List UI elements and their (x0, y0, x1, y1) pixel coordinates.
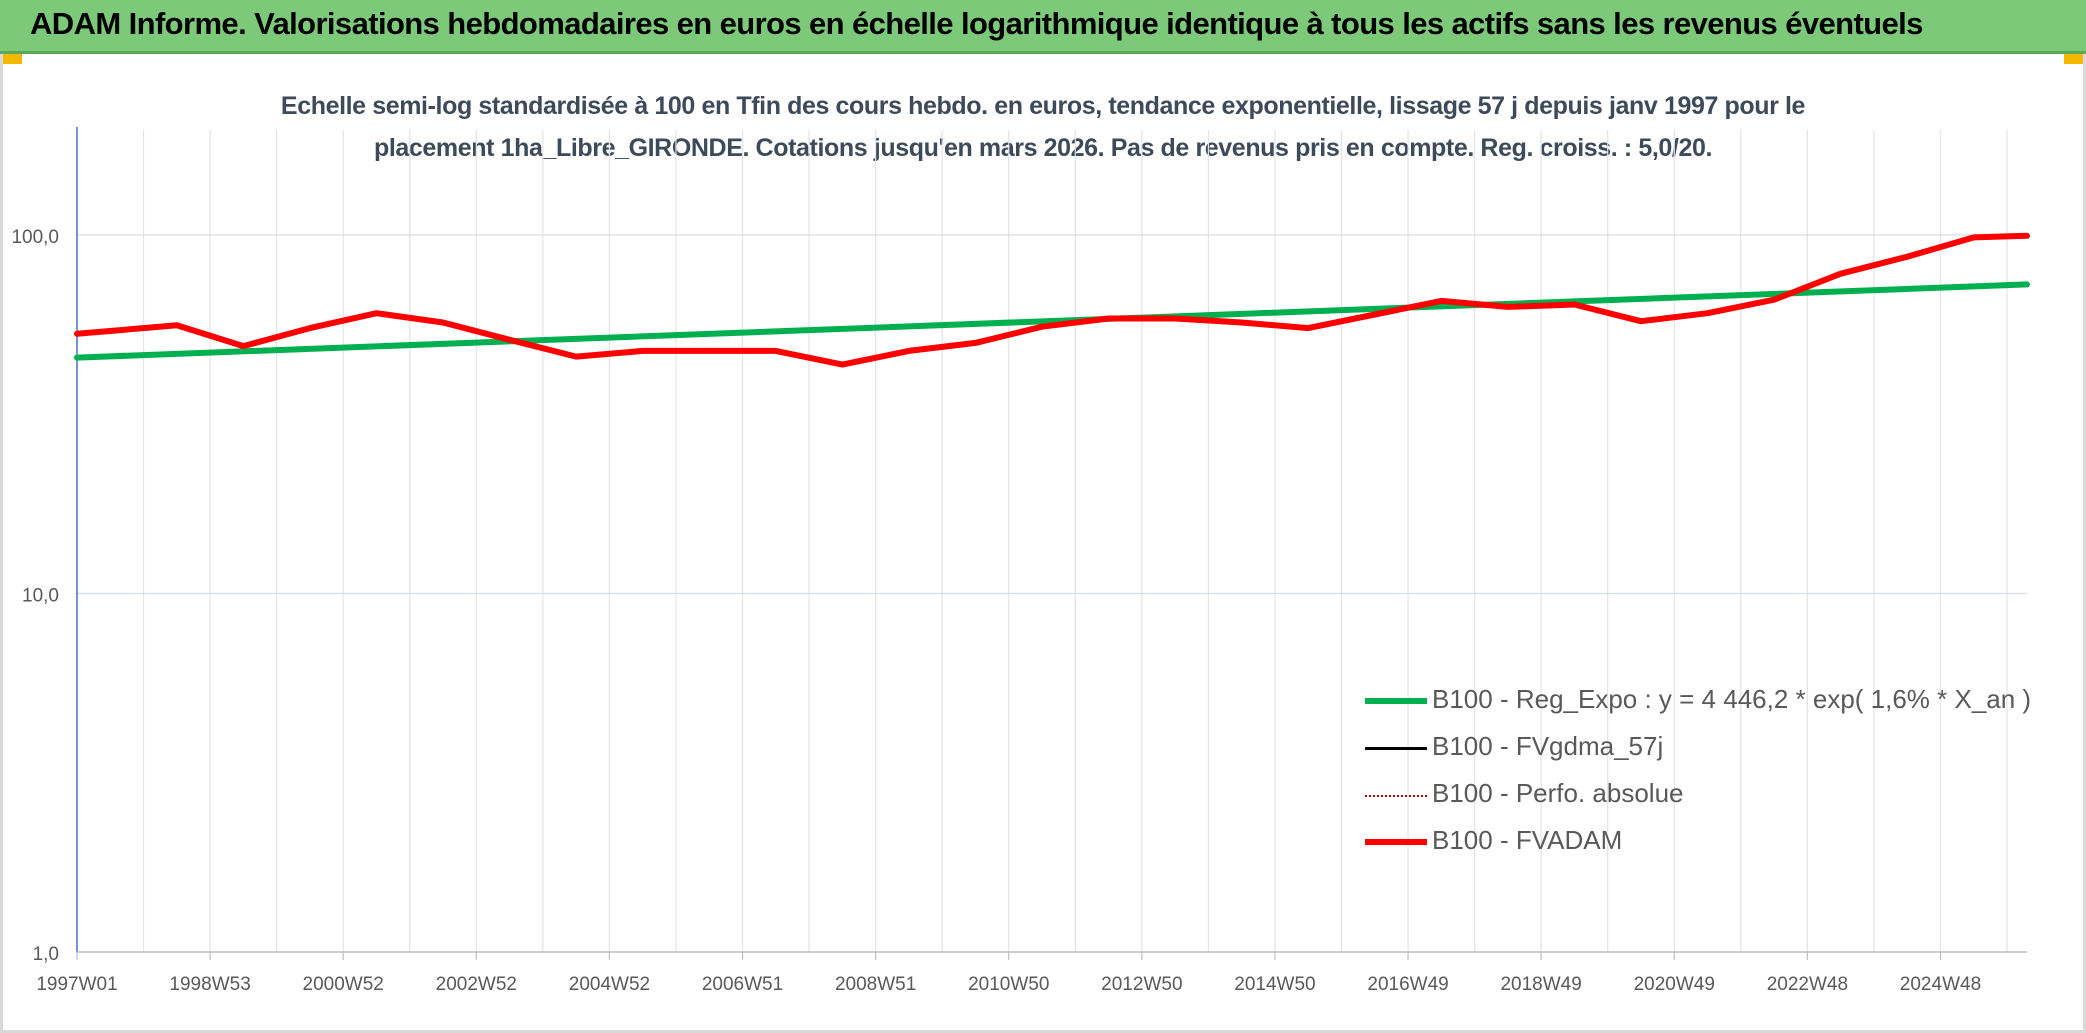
legend-label-fvgdma: B100 - FVgdma_57j (1432, 731, 1664, 761)
series-line-0 (74, 281, 2030, 361)
x-tick-label: 2022W48 (1767, 974, 1848, 995)
x-tick-label: 2018W49 (1500, 974, 1581, 995)
x-tick-label: 2002W52 (436, 974, 517, 995)
chart-frame (0, 54, 2086, 1033)
corner-marker-right (2064, 54, 2086, 64)
y-tick-label: 1,0 (33, 944, 59, 965)
x-tick-label: 2016W49 (1367, 974, 1448, 995)
legend-label-reg-expo: B100 - Reg_Expo : y = 4 446,2 * exp( 1,6… (1432, 684, 2032, 714)
x-tick-label: 2014W50 (1234, 974, 1315, 995)
x-tick-label: 2008W51 (835, 974, 916, 995)
x-tick-label: 2010W50 (968, 974, 1049, 995)
corner-marker-left (0, 54, 22, 64)
legend-swatch-green-line (1365, 698, 1427, 704)
chart-title-line-1: Echelle semi-log standardisée à 100 en T… (280, 92, 1806, 120)
legend-swatch-dotted-line (1365, 795, 1427, 797)
y-tick-label: 100,0 (11, 227, 59, 248)
x-tick-label: 2012W50 (1101, 974, 1182, 995)
x-tick-label: 2004W52 (569, 974, 650, 995)
y-tick-label: 10,0 (22, 586, 59, 607)
legend-swatch-red-line (1365, 839, 1427, 845)
series-line-3 (74, 232, 2030, 368)
chart-title-line-2: placement 1ha_Libre_GIRONDE. Cotations j… (373, 134, 1713, 162)
banner-title: ADAM Informe. Valorisations hebdomadaire… (30, 6, 1923, 41)
legend-swatch-black-line (1365, 747, 1427, 750)
x-tick-label: 2020W49 (1634, 974, 1715, 995)
legend-label-perfo: B100 - Perfo. absolue (1432, 778, 1684, 808)
x-tick-label: 1997W01 (36, 974, 117, 995)
header-banner: ADAM Informe. Valorisations hebdomadaire… (0, 0, 2086, 54)
x-tick-label: 1998W53 (169, 974, 250, 995)
x-tick-label: 2024W48 (1900, 974, 1981, 995)
chart-title: Echelle semi-log standardisée à 100 en T… (180, 85, 1906, 169)
legend-label-fvadam: B100 - FVADAM (1432, 825, 1623, 855)
x-tick-label: 2006W51 (702, 974, 783, 995)
x-tick-label: 2000W52 (303, 974, 384, 995)
